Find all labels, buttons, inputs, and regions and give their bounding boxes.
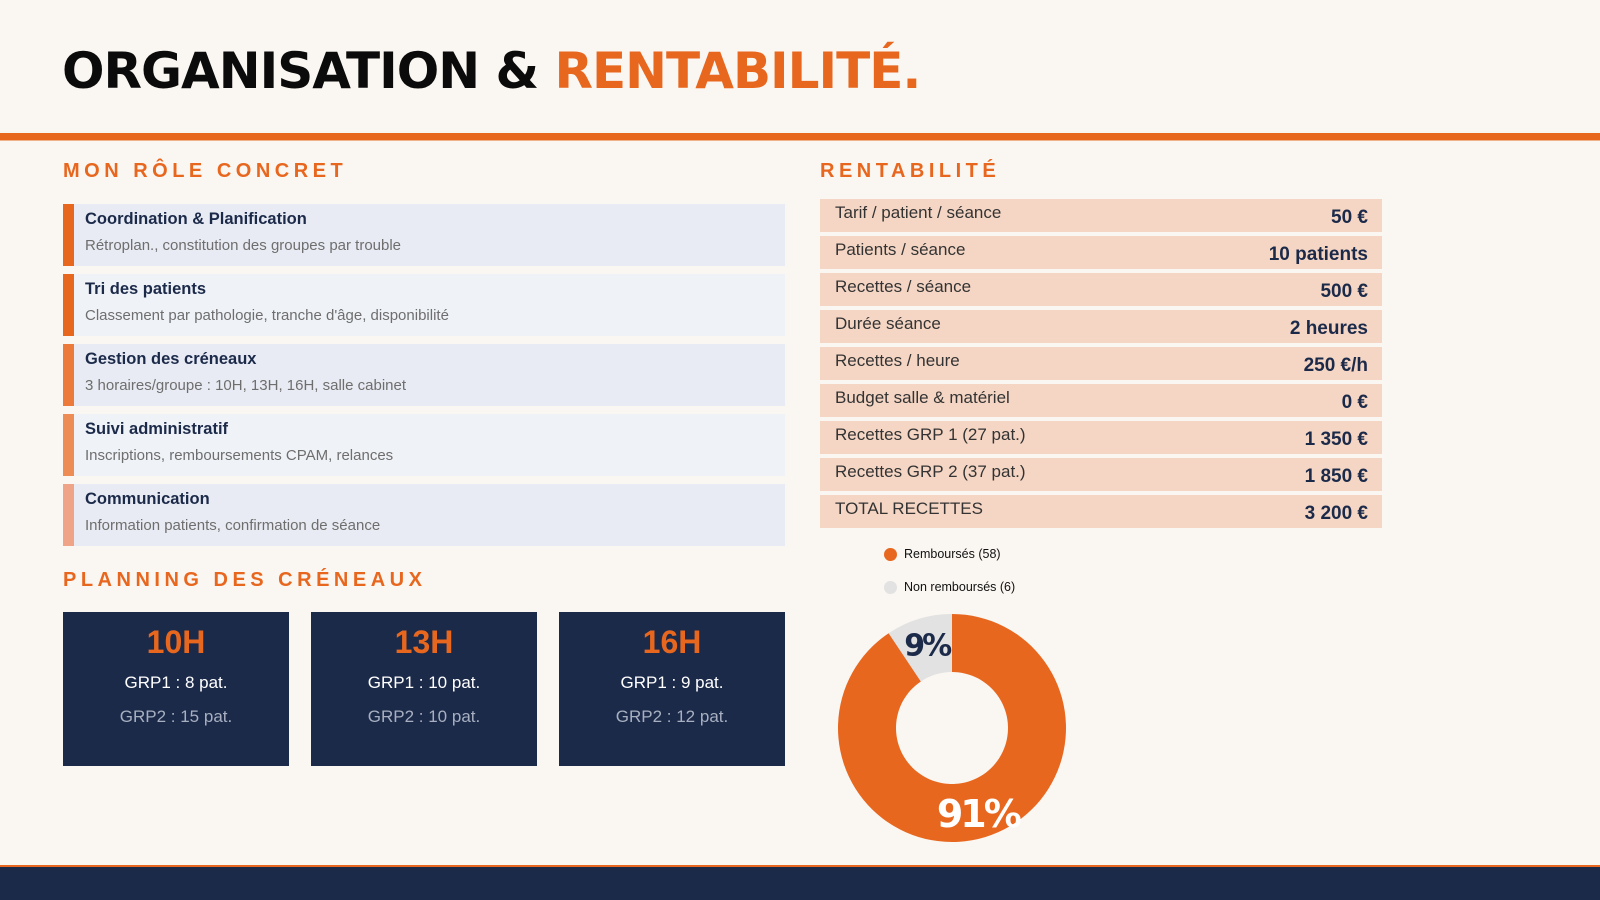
row-value: 1 350 € (1304, 428, 1368, 450)
role-accent-bar (63, 414, 74, 476)
planning-section-heading: PLANNING DES CRÉNEAUX (63, 569, 427, 591)
slot-grp1: GRP1 : 9 pat. (620, 673, 724, 692)
slot-grp1: GRP1 : 8 pat. (124, 673, 228, 692)
legend-item: Non remboursés (6) (884, 579, 1015, 595)
rentabilite-row: Durée séance 2 heures (820, 310, 1382, 343)
row-value: 1 850 € (1304, 465, 1368, 487)
role-description: Rétroplan., constitution des groupes par… (85, 237, 402, 254)
legend-dot-not-reimbursed (884, 580, 897, 594)
row-label: TOTAL RECETTES (835, 498, 983, 518)
donut-label-reimbursed: 91% (937, 792, 1021, 836)
row-value: 2 heures (1289, 317, 1368, 339)
row-label: Patients / séance (835, 239, 966, 259)
role-title: Tri des patients (85, 280, 207, 298)
row-label: Tarif / patient / séance (835, 202, 1002, 222)
row-label: Recettes / heure (835, 350, 960, 370)
role-item: Tri des patients Classement par patholog… (63, 274, 785, 336)
role-item: Coordination & Planification Rétroplan.,… (63, 204, 785, 266)
role-title: Communication (85, 490, 210, 508)
donut-label-not-reimbursed: 9% (904, 629, 952, 664)
title-accent: RENTABILITÉ. (554, 42, 922, 100)
slot-hour: 10H (146, 624, 206, 660)
role-item: Gestion des créneaux 3 horaires/groupe :… (63, 344, 785, 406)
row-value: 500 € (1320, 280, 1368, 302)
role-accent-bar (63, 274, 74, 336)
slot-card: 10H GRP1 : 8 pat. GRP2 : 15 pat. (63, 612, 289, 766)
legend-dot-reimbursed (884, 547, 897, 561)
role-list: Coordination & Planification Rétroplan.,… (63, 204, 785, 554)
role-title: Coordination & Planification (85, 210, 307, 228)
row-value: 250 €/h (1303, 354, 1368, 376)
role-description: Classement par pathologie, tranche d'âge… (85, 307, 449, 324)
row-label: Durée séance (835, 313, 941, 333)
slot-hour: 13H (394, 624, 454, 660)
slot-grp1: GRP1 : 10 pat. (367, 673, 481, 692)
role-accent-bar (63, 484, 74, 546)
row-value: 0 € (1341, 391, 1368, 413)
role-description: Inscriptions, remboursements CPAM, relan… (85, 447, 394, 464)
rentabilite-row: Recettes / heure 250 €/h (820, 347, 1382, 380)
role-title: Gestion des créneaux (85, 350, 257, 368)
row-value: 50 € (1331, 206, 1368, 228)
role-section-heading: MON RÔLE CONCRET (63, 160, 348, 182)
rentabilite-row: Recettes GRP 2 (37 pat.) 1 850 € (820, 458, 1382, 491)
slot-list: 10H GRP1 : 8 pat. GRP2 : 15 pat. 13H GRP… (63, 612, 785, 766)
role-title: Suivi administratif (85, 420, 229, 438)
donut-slice-reimbursed (838, 614, 1066, 842)
rentabilite-row: Recettes / séance 500 € (820, 273, 1382, 306)
title-main: ORGANISATION & (62, 42, 539, 100)
slot-grp2: GRP2 : 12 pat. (615, 707, 729, 726)
rentabilite-row-total: TOTAL RECETTES 3 200 € (820, 495, 1382, 528)
page-title: ORGANISATION & RENTABILITÉ. (62, 42, 922, 100)
donut-chart: 91% 9% (838, 614, 1066, 842)
rentabilite-row: Tarif / patient / séance 50 € (820, 199, 1382, 232)
role-description: 3 horaires/groupe : 10H, 13H, 16H, salle… (85, 377, 407, 394)
row-label: Budget salle & matériel (835, 387, 1010, 407)
row-label: Recettes / séance (835, 276, 972, 296)
role-item: Communication Information patients, conf… (63, 484, 785, 546)
row-value: 10 patients (1268, 243, 1368, 265)
rentabilite-row: Budget salle & matériel 0 € (820, 384, 1382, 417)
role-accent-bar (63, 204, 74, 266)
slot-card: 16H GRP1 : 9 pat. GRP2 : 12 pat. (559, 612, 785, 766)
slot-card: 13H GRP1 : 10 pat. GRP2 : 10 pat. (311, 612, 537, 766)
header-divider (0, 133, 1600, 141)
footer-bar (0, 867, 1600, 900)
rentabilite-table: Tarif / patient / séance 50 € Patients / … (820, 199, 1382, 532)
slot-grp2: GRP2 : 15 pat. (119, 707, 233, 726)
row-value: 3 200 € (1304, 502, 1368, 524)
legend-label: Remboursés (58) (904, 547, 1001, 561)
row-label: Recettes GRP 2 (37 pat.) (835, 461, 1026, 481)
slot-grp2: GRP2 : 10 pat. (367, 707, 481, 726)
rentabilite-row: Patients / séance 10 patients (820, 236, 1382, 269)
rentabilite-row: Recettes GRP 1 (27 pat.) 1 350 € (820, 421, 1382, 454)
donut-slice-not-reimbursed (888, 614, 952, 682)
role-description: Information patients, confirmation de sé… (85, 517, 381, 534)
legend-label: Non remboursés (6) (904, 580, 1016, 594)
chart-legend: Remboursés (58) Non remboursés (6) (884, 546, 1015, 612)
slot-hour: 16H (642, 624, 702, 660)
role-item: Suivi administratif Inscriptions, rembou… (63, 414, 785, 476)
legend-item: Remboursés (58) (884, 546, 1015, 562)
row-label: Recettes GRP 1 (27 pat.) (835, 424, 1026, 444)
role-accent-bar (63, 344, 74, 406)
rentabilite-section-heading: RENTABILITÉ (820, 160, 1001, 182)
